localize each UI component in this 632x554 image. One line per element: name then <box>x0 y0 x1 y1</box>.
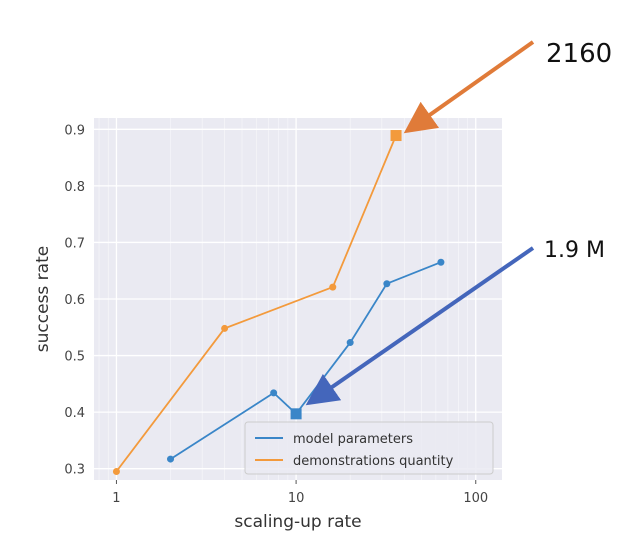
annotation-arrow-1-9m <box>305 246 535 406</box>
annotation-label-2160: 2160 <box>546 39 612 69</box>
data-point <box>221 324 229 332</box>
y-tick-label: 0.6 <box>64 293 85 308</box>
legend-label-model-parameters: model parameters <box>293 432 413 447</box>
data-point <box>167 455 175 463</box>
legend: model parameters demonstrations quantity <box>244 421 494 475</box>
data-point <box>329 283 337 291</box>
legend-label-demonstrations-quantity: demonstrations quantity <box>293 454 454 469</box>
annotation-label-1-9m: 1.9 M <box>544 238 605 263</box>
highlight-point <box>290 408 302 420</box>
y-axis-title: success rate <box>33 246 53 352</box>
data-point <box>437 258 445 266</box>
annotation-arrow-2160 <box>403 40 535 134</box>
x-tick-label: 1 <box>112 491 120 506</box>
y-tick-label: 0.8 <box>64 180 85 195</box>
data-point <box>112 468 120 476</box>
data-point <box>383 280 391 288</box>
data-point <box>346 339 354 347</box>
y-tick-label: 0.9 <box>64 123 85 138</box>
data-point <box>270 389 278 397</box>
y-tick-label: 0.3 <box>64 463 85 478</box>
x-axis-ticks: 1 10 100 <box>112 480 488 506</box>
series-line-demonstrations-quantity <box>115 135 397 473</box>
x-tick-label: 10 <box>288 491 305 506</box>
highlight-point <box>390 130 402 142</box>
legend-box <box>244 421 494 475</box>
y-tick-label: 0.4 <box>64 406 85 421</box>
x-tick-label: 100 <box>463 491 488 506</box>
y-tick-label: 0.5 <box>64 350 85 365</box>
y-tick-label: 0.7 <box>64 236 85 251</box>
annotations: 2160 1.9 M <box>305 39 612 406</box>
x-axis-title: scaling-up rate <box>234 512 361 532</box>
y-axis-ticks: 0.3 0.4 0.5 0.6 0.7 0.8 0.9 <box>64 123 85 477</box>
